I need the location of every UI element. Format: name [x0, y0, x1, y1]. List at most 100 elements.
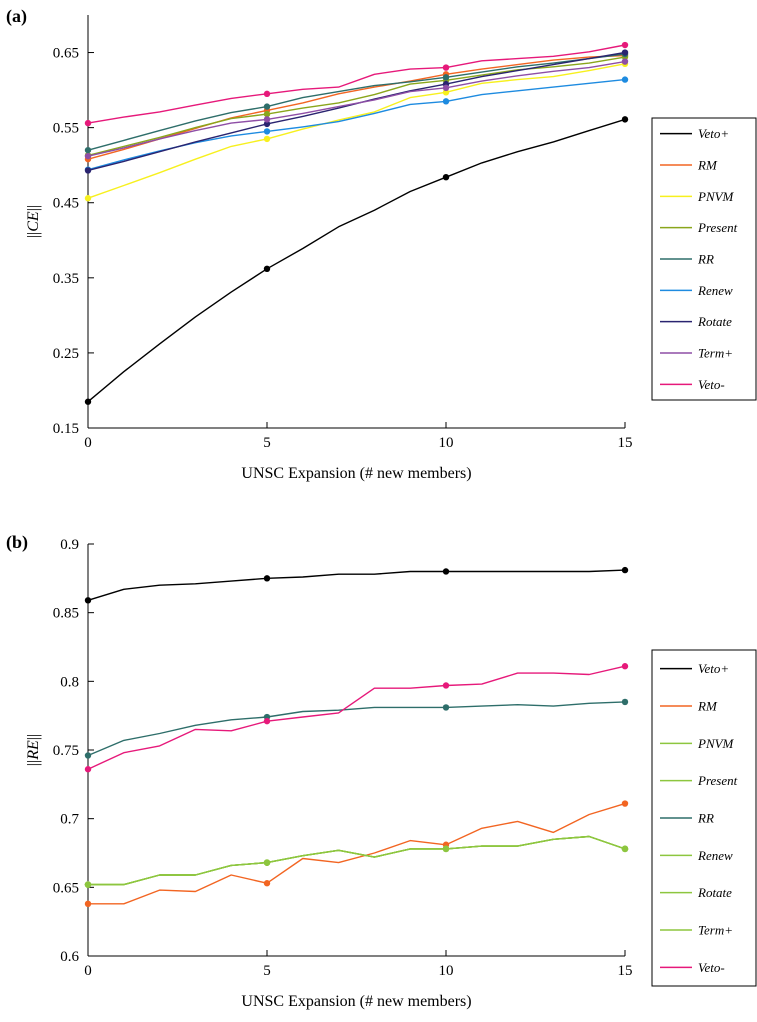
y-tick-label: 0.35	[53, 271, 79, 287]
data-point-rotate	[84, 167, 92, 174]
data-point-rm	[84, 900, 92, 908]
legend-label-term: Term+	[698, 346, 733, 361]
data-point-rm	[263, 880, 271, 887]
series-line-veto	[87, 118, 626, 403]
legend-label-rm: RM	[697, 158, 718, 173]
series-line-rm	[87, 54, 626, 160]
series-line-rr	[87, 53, 626, 151]
data-point-veto	[442, 173, 450, 181]
legend-label-rr: RR	[697, 252, 714, 267]
y-tick-label: 0.55	[53, 121, 79, 137]
y-tick-label: 0.7	[60, 812, 79, 828]
y-tick-label: 0.45	[53, 196, 79, 212]
data-point-rm	[621, 800, 629, 807]
series-line-present	[88, 835, 626, 886]
series-line-veto	[87, 569, 626, 601]
data-point-term	[263, 116, 271, 123]
data-point-renew	[442, 98, 450, 105]
legend: Veto+ RM PNVM Present RR Renew Rotate Term+ Veto…	[651, 117, 757, 401]
series-line-rotate	[88, 835, 626, 886]
x-tick-label: 0	[84, 963, 92, 979]
legend-label-renew: Renew	[697, 283, 733, 298]
data-point-present	[263, 110, 271, 118]
legend-label-rotate: Rotate	[697, 314, 732, 329]
data-point-term	[263, 859, 271, 866]
series-line-veto	[87, 44, 626, 124]
data-point-veto	[263, 575, 271, 582]
y-tick-label: 0.25	[53, 346, 79, 362]
y-tick-label: 0.75	[53, 743, 79, 759]
data-point-term	[442, 845, 450, 853]
legend-label-rm: RM	[697, 699, 718, 714]
data-point-veto	[621, 663, 629, 670]
data-point-rr	[621, 698, 629, 706]
series-line-rr	[87, 701, 626, 757]
legend-label-veto: Veto+	[698, 661, 729, 676]
legend-label-veto: Veto-	[698, 377, 725, 392]
panel-letter: (b)	[6, 532, 28, 553]
series-line-veto	[87, 665, 626, 770]
series-line-rm	[88, 802, 626, 905]
x-tick-label: 5	[263, 435, 271, 451]
y-tick-label: 0.65	[53, 880, 79, 896]
panel-letter: (a)	[6, 6, 27, 27]
series-line-pnvm	[88, 835, 626, 886]
panel-b: (b) 0.6 0.65 0.7 0.75 0.8 0.85 0.9 0 5 10 15 UNSC Ex…	[6, 532, 757, 1010]
legend-label-rotate: Rotate	[697, 885, 732, 900]
data-point-veto	[84, 398, 92, 405]
data-point-renew	[263, 128, 271, 135]
legend-label-present: Present	[697, 773, 738, 788]
y-axis-label: ||RE||	[25, 734, 42, 766]
x-tick-label: 15	[618, 963, 633, 979]
data-point-term	[621, 58, 629, 65]
data-point-veto	[621, 116, 629, 123]
data-point-veto	[263, 90, 271, 98]
legend-label-pnvm: PNVM	[697, 189, 735, 204]
data-point-veto	[263, 265, 271, 273]
series-line-pnvm	[87, 63, 626, 199]
series-line-rotate	[87, 51, 626, 172]
y-tick-label: 0.65	[53, 46, 79, 62]
data-point-pnvm	[442, 89, 450, 96]
data-point-rotate	[621, 49, 629, 56]
data-point-veto	[84, 597, 92, 604]
x-tick-label: 10	[439, 963, 454, 979]
y-tick-label: 0.9	[60, 537, 79, 553]
x-tick-label: 5	[263, 963, 271, 979]
data-point-veto	[263, 717, 271, 725]
legend-label-veto: Veto+	[698, 126, 729, 141]
data-point-veto	[621, 41, 629, 49]
x-tick-label: 0	[84, 435, 92, 451]
data-point-veto	[84, 119, 92, 127]
legend-label-pnvm: PNVM	[697, 736, 735, 751]
y-tick-label: 0.15	[53, 421, 79, 437]
series-line-renew	[87, 78, 626, 171]
series-line-renew	[88, 835, 626, 886]
series-line-term	[88, 835, 626, 886]
data-point-rotate	[263, 120, 271, 128]
x-tick-label: 15	[618, 435, 633, 451]
x-axis-label: UNSC Expansion (# new members)	[241, 465, 471, 482]
data-point-rr	[84, 146, 92, 154]
panel-a: (a) 0.15 0.25 0.35 0.45 0.55 0.65 0 5 10 15 UNSC Ex…	[6, 6, 757, 482]
legend-label-renew: Renew	[697, 848, 733, 863]
series-line-term	[87, 60, 626, 157]
y-tick-label: 0.8	[60, 674, 79, 690]
y-axis-label: ||CE||	[25, 205, 42, 238]
data-point-veto	[442, 682, 450, 689]
data-point-term	[84, 152, 92, 160]
y-tick-label: 0.85	[53, 606, 79, 622]
data-point-rr	[263, 103, 271, 110]
legend-label-term: Term+	[698, 923, 733, 938]
x-axis-label: UNSC Expansion (# new members)	[241, 993, 471, 1010]
legend-label-rr: RR	[697, 811, 714, 826]
x-tick-label: 10	[439, 435, 454, 451]
data-point-veto	[442, 568, 450, 575]
data-point-rr	[84, 752, 92, 759]
legend-label-veto: Veto-	[698, 960, 725, 975]
legend-label-present: Present	[697, 220, 738, 235]
y-tick-label: 0.6	[60, 949, 79, 965]
data-point-veto	[442, 64, 450, 71]
